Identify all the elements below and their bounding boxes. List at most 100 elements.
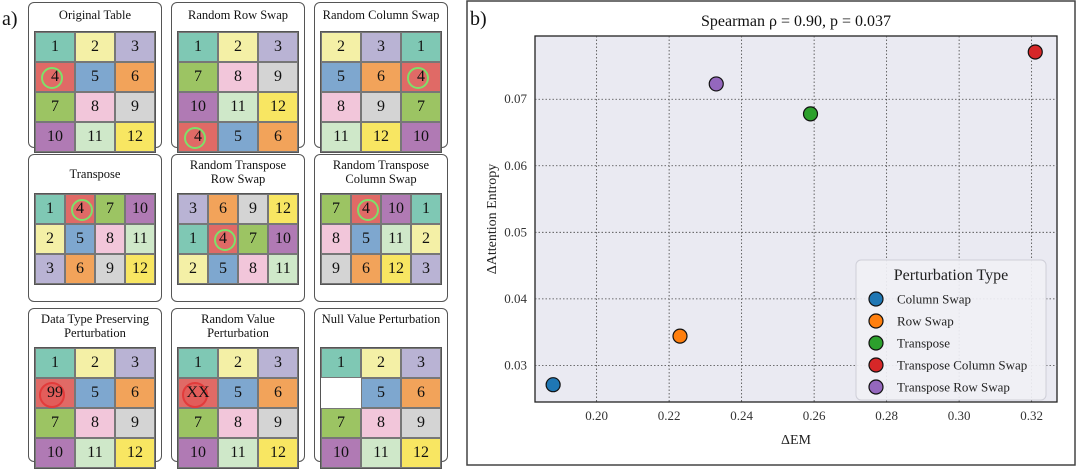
cell-value: 3 [46,260,54,277]
table-cell: 9 [115,408,155,438]
cell-value: 10 [275,230,291,247]
table-cell: 6 [258,378,298,408]
cell-value: 12 [127,128,143,145]
chart-title: Spearman ρ = 0.90, p = 0.037 [701,13,891,30]
table-cell: 9 [258,408,298,438]
cell-value: 12 [127,444,143,461]
cell-value: 3 [274,38,282,55]
table-cell: 12 [268,194,298,224]
cell-value: 5 [377,384,385,401]
table-cell: 9 [321,254,351,284]
cell-value: 7 [194,414,202,431]
data-point [1027,44,1043,60]
table-grid: 3 6 9 12 1 4 7 10 2 5 8 11 [177,193,299,285]
cell-value: 10 [47,128,63,145]
table-cell: 1 [35,32,75,62]
table-cell: 10 [178,438,218,468]
cell-value: 1 [51,38,59,55]
cell-value: 2 [422,230,430,247]
table-cell: 6 [65,254,95,284]
table-cell: 6 [351,254,381,284]
table-cell: 6 [361,62,401,92]
cell-value: 2 [189,260,197,277]
cell-value: 6 [417,384,425,401]
cell-value: 5 [362,230,370,247]
table-cell: 10 [178,92,218,122]
table-cell: 9 [238,194,268,224]
legend-box [855,259,1047,401]
table-cell: 1 [411,194,441,224]
cell-value: 8 [332,230,340,247]
x-tick-label: 0.24 [730,408,753,423]
cell-value: 8 [234,414,242,431]
table-cell: 10 [35,438,75,468]
perturbation-card: Random Row Swap 1 2 3 7 8 9 10 11 12 4 5 6 [171,2,305,153]
legend-marker [868,335,884,351]
table-cell: 4 [208,224,238,254]
perturbation-card: Transpose 1 4 7 10 2 5 8 11 3 6 9 12 [28,154,162,302]
cell-value: 5 [219,260,227,277]
table-grid: 2 3 1 5 6 4 8 9 7 11 12 10 [320,31,442,153]
x-axis-label: ΔEM [781,433,812,448]
table-cell: 3 [35,254,65,284]
cell-value: 8 [91,98,99,115]
table-cell: 8 [95,224,125,254]
table-cell: 7 [178,408,218,438]
panel-b-label: b) [470,8,487,30]
cell-value: 6 [131,384,139,401]
card-title: Random Transpose Row Swap [189,158,287,186]
cell-value: 2 [46,230,54,247]
y-tick-label: 0.03 [504,357,527,372]
cell-value: 4 [362,200,370,217]
table-cell: 12 [115,438,155,468]
cell-value: 5 [234,128,242,145]
data-point [672,328,688,344]
cell-value: 8 [249,260,257,277]
cell-value: 4 [417,68,425,85]
cell-value: 3 [131,354,139,371]
table-cell: 5 [75,62,115,92]
cell-value: 3 [422,260,430,277]
perturbation-card: Original Table 1 2 3 4 5 6 7 8 9 10 11 12 [28,2,162,153]
legend-marker [868,357,884,373]
perturbation-card: Random Value Perturbation 1 2 3 XX 5 6 7 8 9 10 11 1… [171,308,305,469]
x-tick-label: 0.32 [1020,408,1043,423]
cell-value: 3 [189,200,197,217]
table-cell: 3 [115,32,155,62]
panel-a-label: a) [2,8,18,30]
legend-label: Row Swap [897,314,954,329]
table-cell: 8 [238,254,268,284]
table-perturbation-panel: Original Table 1 2 3 4 5 6 7 8 9 10 11 12 Random Row … [28,2,458,469]
table-cell: 10 [401,122,441,152]
table-cell: 5 [208,254,238,284]
cell-value: 10 [132,200,148,217]
table-cell: 8 [218,62,258,92]
cell-value: 8 [377,414,385,431]
data-point [545,377,561,393]
y-axis-label: ΔAttention Entropy [485,164,500,275]
cell-value: 9 [274,68,282,85]
table-cell: 5 [321,62,361,92]
table-cell: 6 [208,194,238,224]
table-cell: 4 [65,194,95,224]
table-cell: 6 [115,62,155,92]
perturbation-card: Random Column Swap 2 3 1 5 6 4 8 9 7 11 12 10 [314,2,448,153]
table-cell: 8 [361,408,401,438]
table-cell [321,378,361,408]
table-cell: 4 [401,62,441,92]
x-tick-label: 0.26 [803,408,826,423]
table-cell: 1 [178,348,218,378]
cell-value: 2 [337,38,345,55]
cell-value: 8 [337,98,345,115]
table-cell: 12 [381,254,411,284]
cell-value: 1 [51,354,59,371]
table-cell: 10 [381,194,411,224]
table-cell: 2 [218,348,258,378]
table-cell: 2 [75,32,115,62]
table-cell: 8 [75,92,115,122]
cell-value: 11 [230,98,246,115]
table-cell: 8 [218,408,258,438]
perturbation-card: Random Transpose Column Swap 7 4 10 1 8 5 11 2 9 6… [314,154,448,302]
table-cell: 12 [258,92,298,122]
cell-value: 7 [194,68,202,85]
